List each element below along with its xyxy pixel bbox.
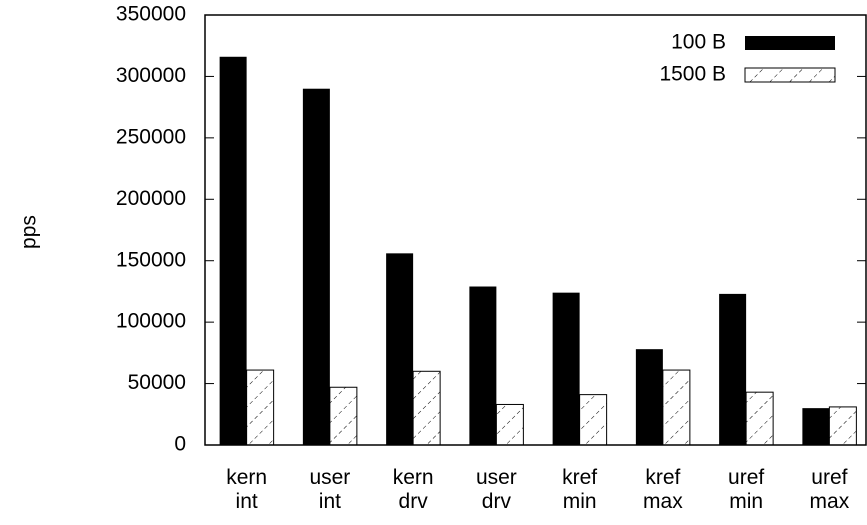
x-tick-label: kern drv [393, 466, 434, 513]
x-tick-label: user drv [476, 466, 517, 513]
bar [579, 394, 608, 446]
y-axis-label: pps [18, 215, 41, 249]
y-tick-label: 150000 [116, 248, 186, 271]
bar [386, 253, 414, 445]
legend-swatch [744, 67, 836, 83]
legend-swatch [745, 36, 835, 50]
bar [412, 370, 441, 446]
plot-frame [204, 14, 867, 446]
bar [302, 88, 330, 445]
y-tick-label: 0 [174, 433, 186, 456]
bar [828, 406, 857, 446]
bar [662, 369, 691, 446]
bar [745, 391, 774, 446]
legend-label: 100 B [671, 31, 726, 54]
bar [329, 386, 358, 446]
y-tick-label: 50000 [128, 371, 186, 394]
y-tick-label: 350000 [116, 3, 186, 26]
bar [495, 403, 524, 446]
x-tick-label: uref max [810, 466, 850, 513]
bar [635, 349, 663, 445]
bar [802, 408, 830, 445]
y-tick-label: 250000 [116, 125, 186, 148]
bar [552, 292, 580, 445]
x-tick-label: kref max [643, 466, 683, 513]
y-tick-label: 100000 [116, 310, 186, 333]
y-tick-label: 300000 [116, 64, 186, 87]
bar [719, 293, 747, 445]
bar [246, 369, 275, 446]
x-tick-label: uref min [728, 466, 764, 513]
x-tick-label: kref min [562, 466, 597, 513]
bar [219, 56, 247, 446]
bar [469, 286, 497, 445]
legend-label: 1500 B [659, 63, 726, 86]
x-tick-label: kern int [226, 466, 267, 513]
x-tick-label: user int [309, 466, 350, 513]
y-tick-label: 200000 [116, 187, 186, 210]
